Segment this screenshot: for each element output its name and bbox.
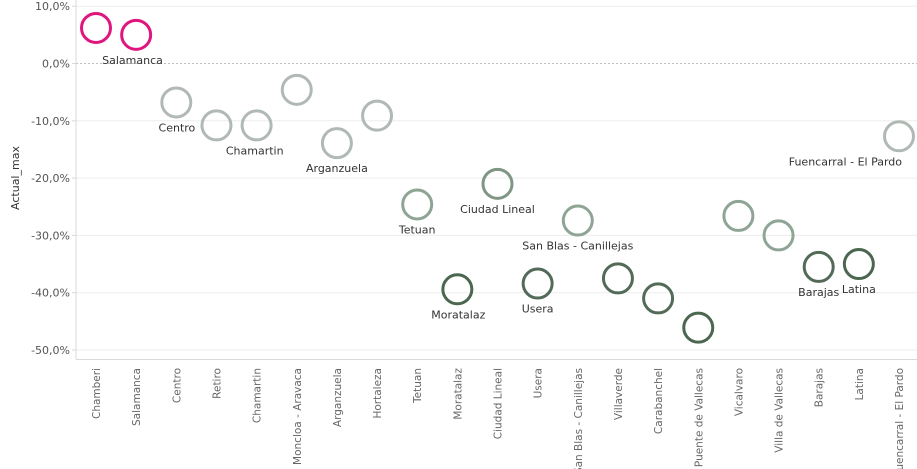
data-point[interactable]: [481, 167, 514, 200]
x-tick-label: Villa de Vallecas: [774, 368, 786, 453]
x-tick-label: Barajas: [814, 368, 826, 407]
x-tick-label: Centro: [171, 368, 183, 403]
point-label: Centro: [159, 121, 196, 134]
data-point[interactable]: [80, 11, 112, 44]
x-tick-label: Puente de Vallecas: [693, 368, 705, 467]
data-point[interactable]: [361, 99, 394, 132]
y-axis: 10,0% 0,0% -10,0% -20,0% -30,0% -40,0% -50,0%: [31, 0, 77, 359]
data-point[interactable]: [280, 73, 313, 106]
data-point[interactable]: [722, 199, 755, 232]
x-tick-label: Villaverde: [613, 368, 625, 420]
y-tick-label: -50,0%: [31, 344, 70, 357]
data-point[interactable]: [200, 109, 233, 142]
x-tick-label: Moratalaz: [452, 368, 464, 420]
x-tick-label: Latina: [854, 368, 866, 400]
point-label: Moratalaz: [431, 308, 485, 321]
point-label: Salamanca: [102, 54, 163, 67]
point-label: Latina: [842, 283, 876, 296]
x-tick-label: Carabanchel: [653, 368, 665, 434]
data-point[interactable]: [601, 262, 634, 295]
point-label: Ciudad Lineal: [460, 203, 535, 216]
point-label: Usera: [522, 303, 554, 316]
x-tick-label: Salamanca: [131, 368, 143, 426]
x-tick-label: Fuencarral - El Pardo: [894, 368, 906, 469]
data-point[interactable]: [320, 127, 353, 160]
data-point[interactable]: [561, 204, 594, 237]
x-tick-label: San Blas - Canillejas: [573, 368, 585, 469]
point-label: Tetuan: [398, 223, 436, 236]
data-point[interactable]: [120, 18, 153, 51]
point-label: Barajas: [798, 286, 839, 299]
y-tick-label: 10,0%: [35, 0, 70, 13]
x-tick-label: Tetuan: [412, 368, 424, 404]
data-point[interactable]: [762, 219, 795, 252]
y-tick-label: -20,0%: [31, 172, 70, 185]
point-label: Chamartin: [226, 144, 284, 157]
x-tick-label: Usera: [533, 368, 545, 398]
y-axis-title: Actual_max: [9, 146, 22, 210]
grid-lines: [76, 5, 917, 351]
x-tick-label: Hortaleza: [372, 368, 384, 419]
point-label: San Blas - Canillejas: [522, 240, 633, 253]
x-tick-label: Retiro: [211, 368, 223, 399]
point-label: Fuencarral - El Pardo: [789, 155, 903, 168]
data-point[interactable]: [802, 250, 835, 283]
data-point[interactable]: [842, 248, 875, 281]
data-point[interactable]: [883, 120, 915, 153]
y-tick-label: -10,0%: [31, 115, 70, 128]
data-point[interactable]: [441, 273, 474, 306]
x-tick-label: Vicalvaro: [733, 368, 745, 416]
data-point[interactable]: [240, 109, 273, 142]
x-tick-label: Moncloa - Aravaca: [292, 368, 304, 465]
data-point[interactable]: [401, 188, 434, 221]
data-point[interactable]: [642, 282, 675, 315]
x-axis: Chamberi Salamanca Centro Retiro Chamartin Mo…: [76, 359, 917, 469]
point-labels: Salamanca Centro Chamartin Arganzuela Tetuan…: [102, 54, 902, 321]
data-points: [80, 11, 915, 344]
x-tick-label: Arganzuela: [332, 368, 344, 427]
data-point[interactable]: [682, 311, 715, 344]
y-tick-label: 0,0%: [42, 58, 70, 71]
data-point[interactable]: [160, 86, 193, 119]
x-tick-label: Ciudad Lineal: [493, 368, 505, 439]
x-tick-label: Chamberi: [91, 368, 103, 419]
y-tick-label: -30,0%: [31, 229, 70, 242]
x-tick-label: Chamartin: [252, 368, 264, 423]
point-label: Arganzuela: [306, 162, 368, 175]
data-point[interactable]: [521, 267, 554, 300]
y-tick-label: -40,0%: [31, 287, 70, 300]
